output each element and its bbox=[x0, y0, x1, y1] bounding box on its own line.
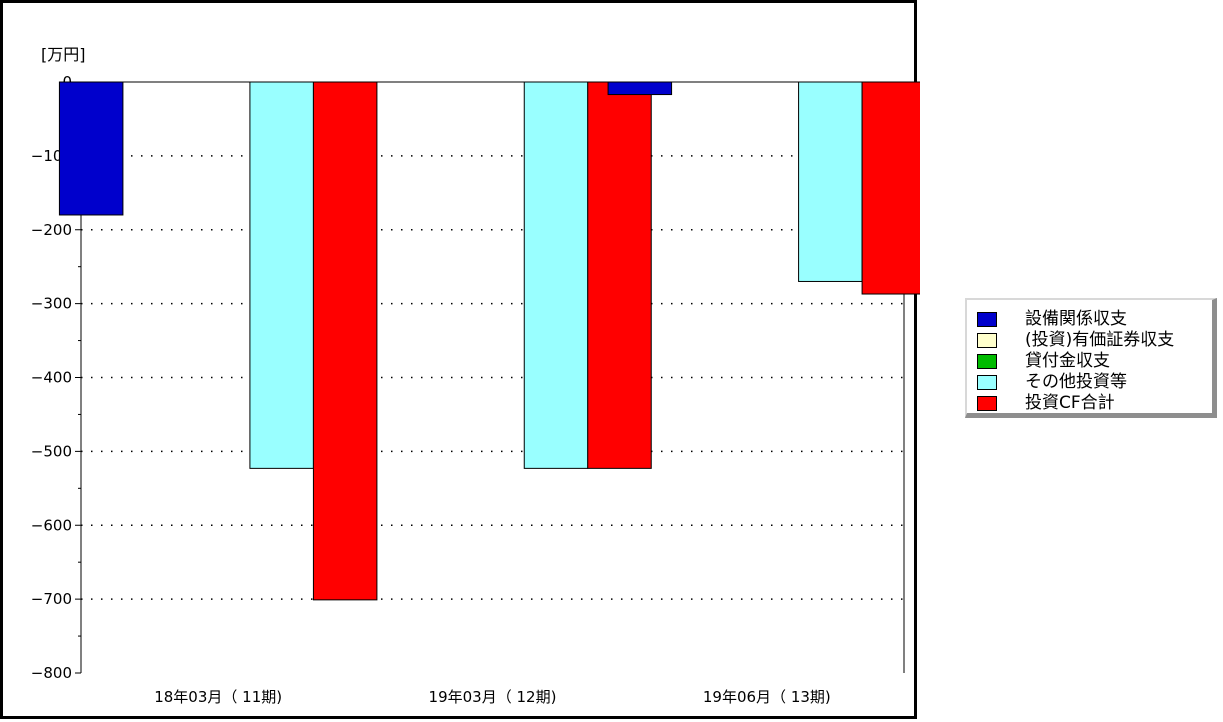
bar bbox=[523, 81, 589, 469]
legend-swatch bbox=[977, 375, 997, 390]
legend-label: 貸付金収支 bbox=[1025, 351, 1110, 371]
legend-swatch bbox=[977, 312, 997, 327]
legend-item: (投資)有価証券収支 bbox=[977, 332, 1174, 349]
bar bbox=[607, 81, 673, 96]
y-unit-label: [万円] bbox=[41, 45, 86, 64]
bar-chart: [万円]0−100−200−300−400−500−600−700−80018年… bbox=[31, 45, 920, 706]
x-tick-label: 18年03月（ 11期) bbox=[154, 688, 282, 706]
legend-item: 投資CF合計 bbox=[977, 395, 1115, 412]
y-tick-label: −700 bbox=[31, 590, 72, 608]
legend-label: 投資CF合計 bbox=[1025, 393, 1115, 413]
legend-item: 設備関係収支 bbox=[977, 311, 1127, 328]
bar bbox=[861, 81, 920, 295]
legend-label: その他投資等 bbox=[1025, 372, 1127, 392]
y-tick-label: −500 bbox=[31, 442, 72, 460]
chart-frame: [万円]0−100−200−300−400−500−600−700−80018年… bbox=[0, 0, 920, 719]
legend-item: その他投資等 bbox=[977, 374, 1127, 391]
y-tick-label: −300 bbox=[31, 295, 72, 313]
bar bbox=[58, 81, 124, 216]
legend-swatch bbox=[977, 354, 997, 369]
y-tick-label: −600 bbox=[31, 516, 72, 534]
chart-legend: 設備関係収支 (投資)有価証券収支 貸付金収支 その他投資等 投資CF合計 bbox=[965, 298, 1217, 418]
legend-item: 貸付金収支 bbox=[977, 353, 1110, 370]
bar bbox=[587, 81, 652, 469]
y-tick-label: −400 bbox=[31, 369, 72, 387]
bar bbox=[312, 81, 378, 601]
x-tick-label: 19年03月（ 12期) bbox=[429, 688, 557, 706]
legend-swatch bbox=[977, 396, 997, 411]
legend-label: 設備関係収支 bbox=[1025, 309, 1127, 329]
x-tick-label: 19年06月（ 13期) bbox=[703, 688, 831, 706]
legend-swatch bbox=[977, 333, 997, 348]
bar bbox=[798, 81, 863, 282]
legend-label: (投資)有価証券収支 bbox=[1025, 330, 1175, 350]
y-tick-label: −800 bbox=[31, 664, 72, 682]
y-tick-label: −200 bbox=[31, 221, 72, 239]
bar bbox=[249, 81, 314, 469]
